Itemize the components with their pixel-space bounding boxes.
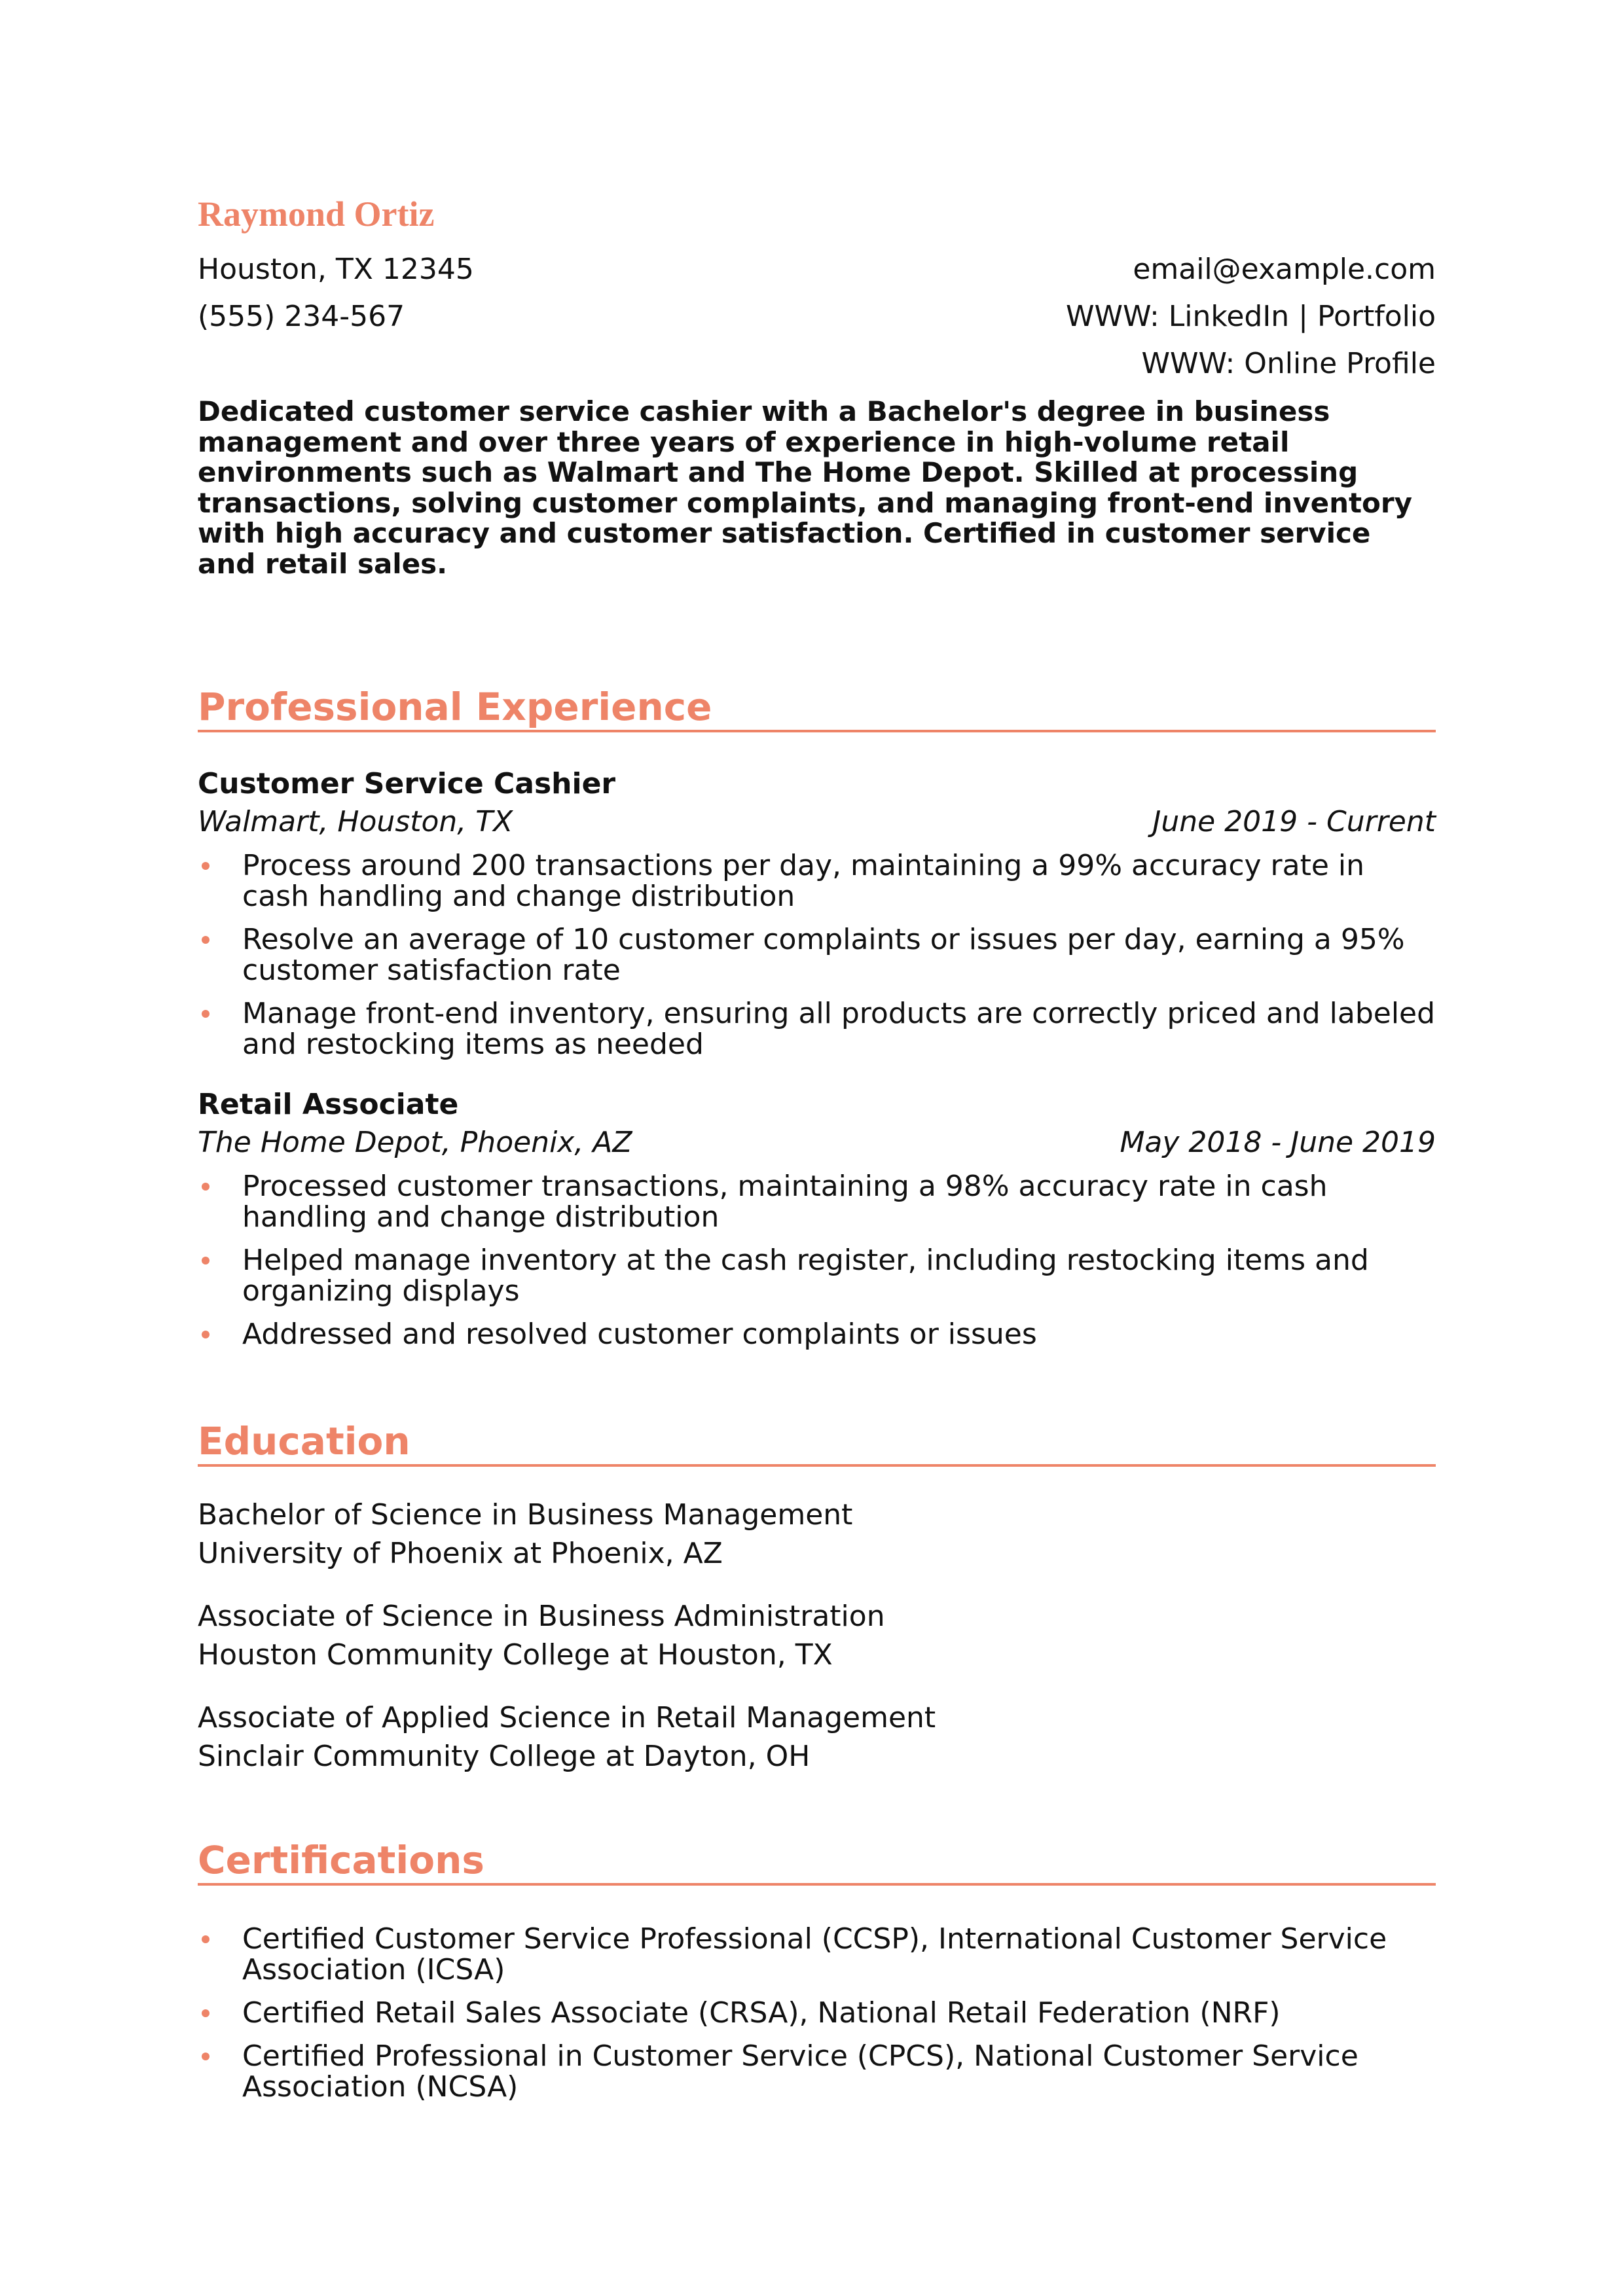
link: WWW: LinkedIn | Portfolio [1066, 300, 1436, 333]
degree: Associate of Science in Business Adminis… [198, 1600, 885, 1633]
job-meta: Walmart, Houston, TX June 2019 - Current [198, 803, 1436, 841]
section-heading: Professional Experience [198, 684, 1436, 732]
bullet: Processed customer transactions, maintai… [198, 1171, 1436, 1232]
education-item: Associate of Science in Business Adminis… [198, 1597, 1436, 1674]
education-item: Associate of Applied Science in Retail M… [198, 1698, 1436, 1776]
certification: Certified Retail Sales Associate (CRSA),… [198, 1998, 1436, 2028]
company: The Home Depot, Phoenix, AZ [198, 1126, 632, 1159]
phone: (555) 234-567 [198, 300, 405, 333]
section-heading: Certifications [198, 1837, 1436, 1886]
contact-right: email@example.com WWW: LinkedIn | Portfo… [1066, 246, 1436, 387]
education-section: Education Bachelor of Science in Busines… [198, 1418, 1436, 1800]
contact-left: Houston, TX 12345 (555) 234-567 [198, 246, 474, 387]
dates: May 2018 - June 2019 [1120, 1126, 1436, 1159]
email: email@example.com [1133, 253, 1436, 286]
bullet: Process around 200 transactions per day,… [198, 850, 1436, 912]
degree: Associate of Applied Science in Retail M… [198, 1701, 936, 1734]
dates: June 2019 - Current [1152, 805, 1436, 838]
summary: Dedicated customer service cashier with … [198, 395, 1412, 580]
link: WWW: Online Profile [1141, 347, 1436, 380]
bullet: Addressed and resolved customer complain… [198, 1319, 1436, 1350]
experience-section: Professional Experience Customer Service… [198, 684, 1436, 1362]
job-title: Customer Service Cashier [198, 767, 616, 800]
education-list: Bachelor of Science in Business Manageme… [198, 1496, 1436, 1776]
bullet-list: Processed customer transactions, maintai… [198, 1171, 1436, 1350]
bullet: Manage front-end inventory, ensuring all… [198, 998, 1436, 1060]
school: Houston Community College at Houston, TX [198, 1638, 833, 1672]
education-item: Bachelor of Science in Business Manageme… [198, 1496, 1436, 1573]
bullet: Resolve an average of 10 customer compla… [198, 924, 1436, 986]
company: Walmart, Houston, TX [198, 805, 513, 838]
location: Houston, TX 12345 [198, 253, 474, 286]
job-title: Retail Associate [198, 1088, 459, 1121]
bullet-list: Process around 200 transactions per day,… [198, 850, 1436, 1060]
name: Raymond Ortiz [198, 194, 435, 234]
degree: Bachelor of Science in Business Manageme… [198, 1498, 853, 1532]
certification-list: Certified Customer Service Professional … [198, 1924, 1436, 2102]
certifications-section: Certifications Certified Customer Servic… [198, 1837, 1436, 2115]
certification: Certified Customer Service Professional … [198, 1924, 1436, 1985]
bullet: Helped manage inventory at the cash regi… [198, 1245, 1436, 1306]
school: University of Phoenix at Phoenix, AZ [198, 1537, 723, 1570]
certification: Certified Professional in Customer Servi… [198, 2041, 1436, 2102]
contact: Houston, TX 12345 (555) 234-567 email@ex… [198, 246, 1436, 387]
school: Sinclair Community College at Dayton, OH [198, 1740, 811, 1773]
section-heading: Education [198, 1418, 1436, 1467]
job-meta: The Home Depot, Phoenix, AZ May 2018 - Ju… [198, 1124, 1436, 1162]
